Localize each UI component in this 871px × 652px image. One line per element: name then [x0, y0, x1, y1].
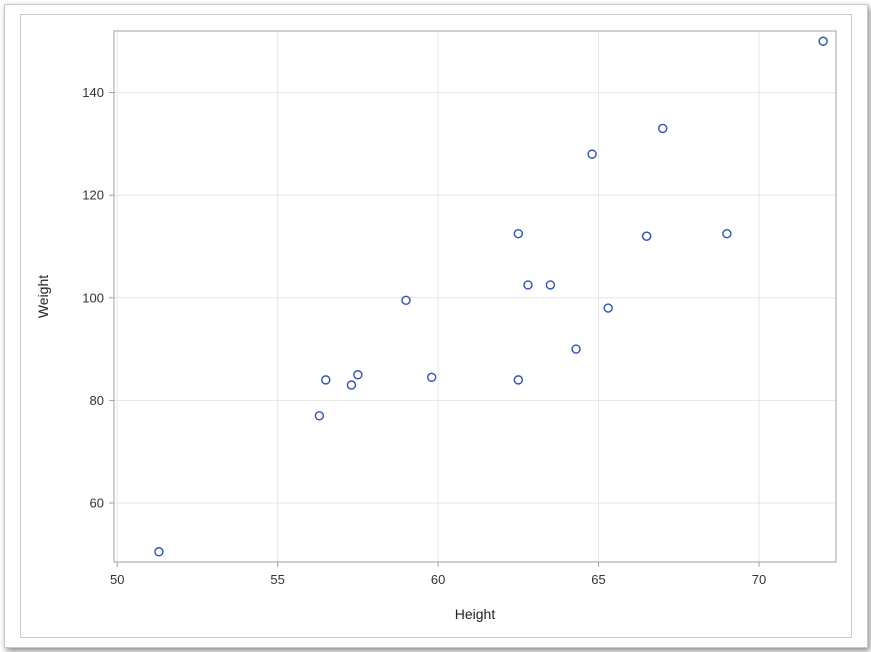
x-tick-label: 60: [431, 572, 445, 587]
data-point: [587, 149, 597, 159]
data-point: [314, 411, 325, 421]
data-point: [321, 375, 331, 385]
y-tick-label: 140: [82, 85, 104, 100]
data-point: [571, 344, 581, 354]
data-point: [818, 36, 828, 46]
x-axis-title: Height: [455, 606, 496, 622]
data-point: [401, 295, 411, 306]
data-point: [154, 547, 164, 557]
data-point: [641, 231, 652, 241]
y-tick-label: 100: [82, 290, 104, 305]
grid: [114, 31, 836, 562]
x-tick-label: 55: [270, 572, 284, 587]
data-point: [658, 123, 668, 134]
data-point: [353, 370, 363, 380]
graph-frame: [20, 14, 852, 638]
x-tick-label: 70: [752, 572, 766, 587]
data-points: [154, 36, 828, 557]
y-axis-title: Weight: [35, 275, 51, 318]
y-tick-label: 120: [82, 188, 104, 203]
data-point: [346, 380, 357, 390]
data-point: [523, 280, 533, 290]
data-point: [426, 372, 437, 383]
data-point: [603, 303, 613, 313]
y-tick-label: 60: [90, 496, 104, 511]
y-tick-label: 80: [90, 393, 104, 408]
data-point: [513, 375, 524, 385]
x-tick-label: 50: [110, 572, 124, 587]
x-tick-label: 65: [591, 572, 605, 587]
data-point: [513, 228, 524, 239]
ticks: 50 55 60 65 70 60 80 100 120 140: [82, 85, 766, 587]
data-point: [722, 228, 732, 239]
data-point: [545, 280, 556, 290]
plot-area: [113, 30, 837, 563]
